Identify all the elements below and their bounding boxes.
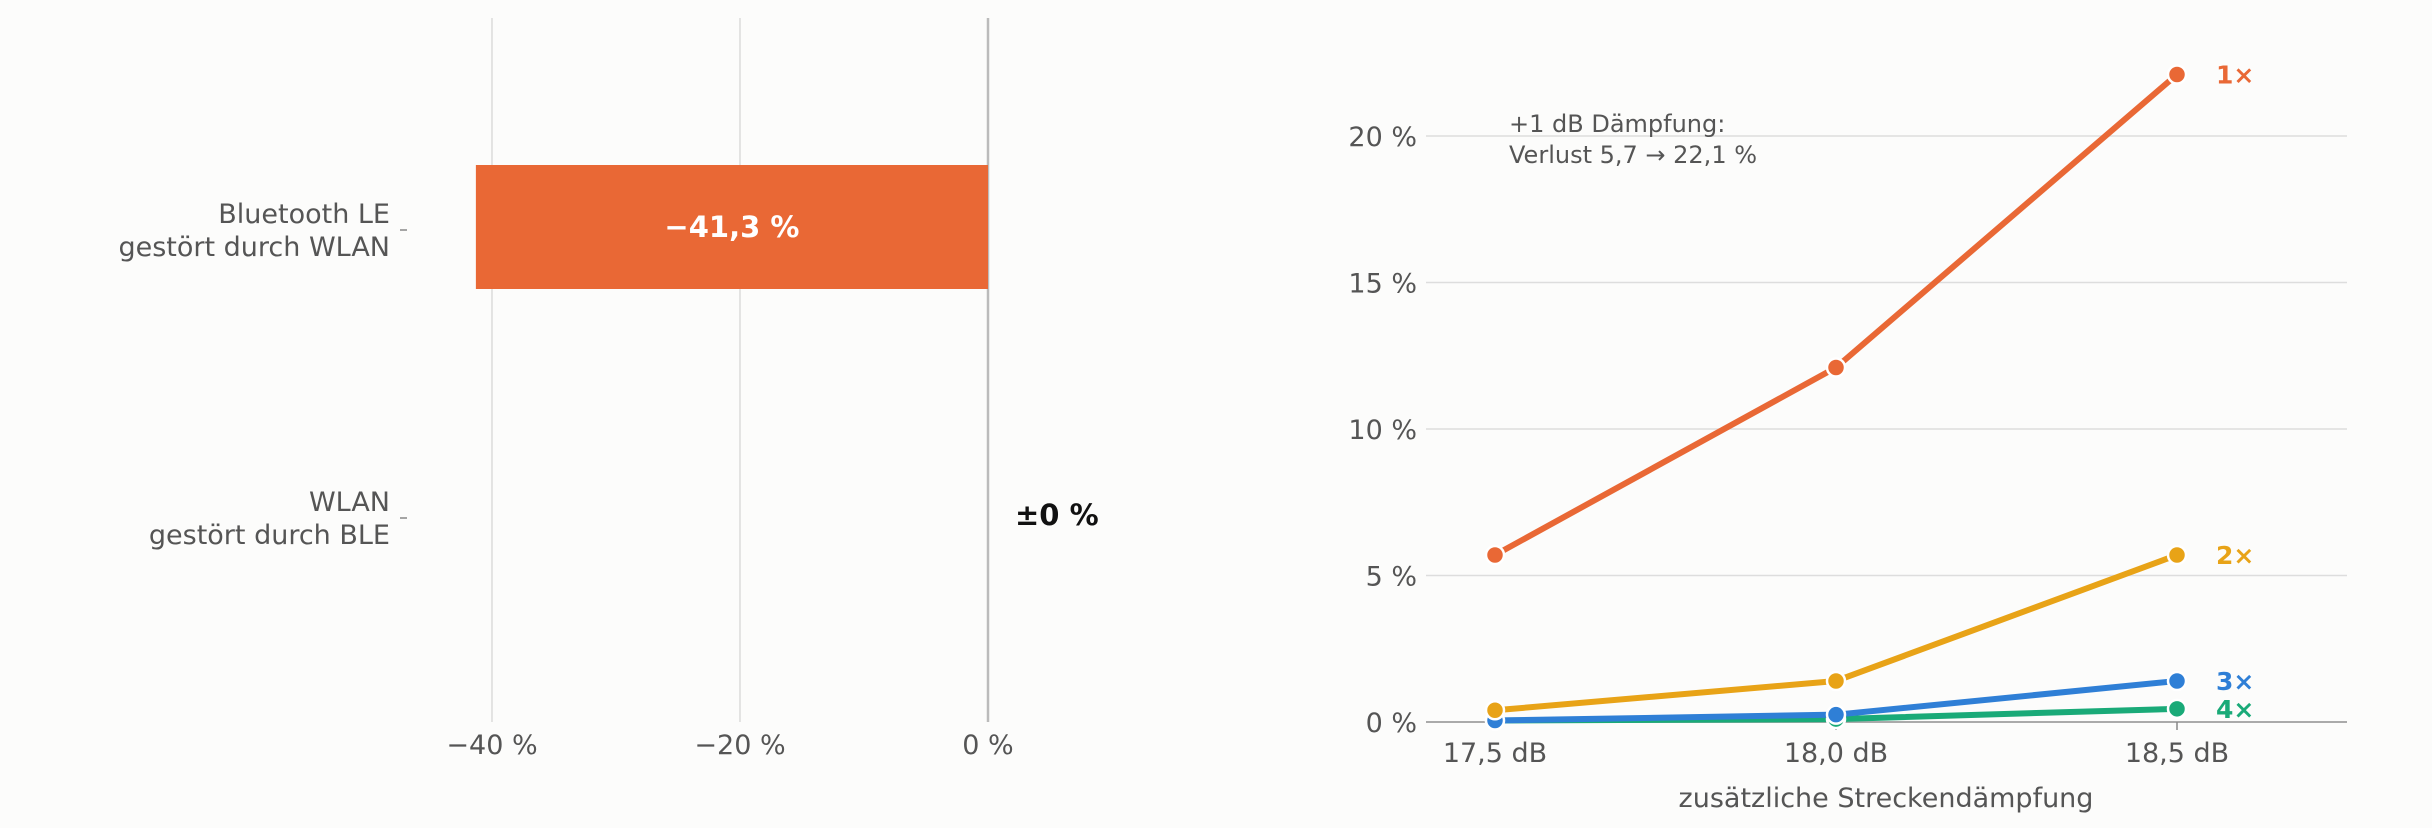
x-tick-label: 17,5 dB	[1443, 738, 1547, 769]
data-point	[1484, 544, 1506, 566]
x-tick-label: −20 %	[694, 730, 785, 761]
category-label: Bluetooth LE gestört durch WLAN	[118, 199, 390, 263]
data-point	[2166, 670, 2188, 692]
x-tick-label: 18,0 dB	[1784, 738, 1888, 769]
y-tick-label: 20 %	[1348, 122, 1417, 153]
series-label: 4×	[2216, 695, 2254, 724]
category-label-line: WLAN	[309, 487, 390, 518]
x-axis-title: zusätzliche Streckendämpfung	[1679, 783, 2094, 814]
series-label: 1×	[2216, 60, 2254, 89]
category-label-line: gestört durch BLE	[149, 520, 390, 551]
bar	[475, 165, 988, 289]
data-point	[1484, 700, 1506, 721]
series-label: 2×	[2216, 541, 2254, 570]
series-label: 3×	[2216, 667, 2254, 696]
y-tick-label: 0 %	[1366, 708, 1417, 739]
annotation-line: +1 dB Dämpfung:	[1509, 110, 1725, 138]
annotation: +1 dB Dämpfung: Verlust 5,7 → 22,1 %	[1509, 110, 1757, 169]
line-chart: 0 % 5 % 10 % 15 % 20 % 17,5 dB 18,0 dB 18,5 dB z…	[1348, 60, 2347, 814]
data-point	[2166, 698, 2188, 720]
x-tick-label: 0 %	[962, 730, 1013, 761]
data-point	[1825, 670, 1847, 692]
category-label: WLAN gestört durch BLE	[149, 487, 390, 551]
y-tick-label: 10 %	[1348, 415, 1417, 446]
y-tick-label: 15 %	[1348, 269, 1417, 300]
category-label-line: gestört durch WLAN	[118, 232, 390, 263]
bar-value-label: −41,3 %	[664, 210, 799, 244]
y-tick-label: 5 %	[1366, 562, 1417, 593]
data-point	[1825, 357, 1847, 378]
data-point	[2166, 544, 2188, 566]
bar-chart: −40 % −20 % 0 % Bluetooth LE gestört durch W…	[118, 18, 1099, 761]
x-tick-label: 18,5 dB	[2125, 738, 2229, 769]
data-point	[2166, 64, 2188, 85]
data-point	[1825, 704, 1847, 725]
bar-value-label: ±0 %	[1015, 498, 1099, 532]
x-tick-label: −40 %	[446, 730, 537, 761]
annotation-line: Verlust 5,7 → 22,1 %	[1509, 141, 1757, 169]
category-label-line: Bluetooth LE	[218, 199, 390, 230]
